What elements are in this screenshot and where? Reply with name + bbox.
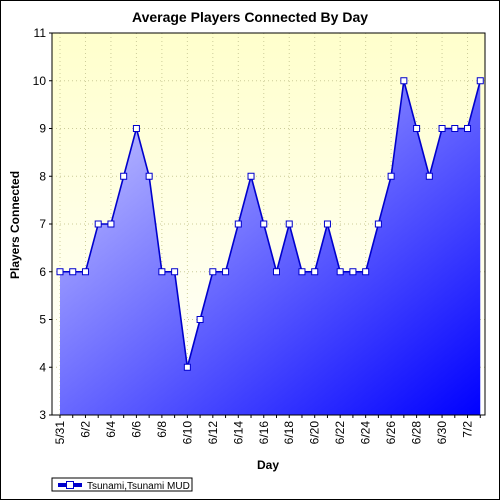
data-point-6-18 [285, 220, 293, 228]
data-point-6-27 [400, 77, 408, 85]
data-point-6-15 [247, 172, 255, 180]
data-point-6-21 [323, 220, 331, 228]
y-tick-label: 7 [39, 217, 46, 231]
x-tick-label: 6/10 [180, 421, 194, 445]
x-tick-label: 6/28 [410, 421, 424, 445]
series-line [60, 80, 482, 368]
data-point-7-3 [476, 77, 484, 85]
legend-box [51, 477, 193, 492]
data-point-6-10 [183, 363, 191, 371]
data-point-6-28 [413, 125, 421, 132]
data-point-6-3 [94, 220, 102, 228]
data-point-6-23 [349, 268, 357, 276]
x-axis-ticks: 5/31 6/2 6/4 6/6 6/8 6/10 6/12 6/14 6/16 6/18 6/20… [53, 415, 481, 445]
data-point-7-2 [464, 125, 472, 132]
data-point-6-1 [69, 268, 77, 276]
x-tick-label: 6/18 [282, 421, 296, 445]
x-tick-label: 6/2 [78, 421, 92, 438]
series-markers [56, 77, 484, 371]
y-tick-label: 10 [33, 74, 47, 88]
data-point-6-2 [81, 268, 89, 276]
data-point-6-7 [145, 172, 153, 180]
data-point-7-1 [451, 125, 459, 132]
data-point-6-4 [107, 220, 115, 228]
data-point-6-11 [196, 316, 204, 323]
y-tick-label: 8 [39, 169, 46, 183]
x-tick-label: 5/31 [53, 421, 67, 445]
y-tick-label: 4 [39, 360, 46, 374]
x-tick-label: 6/22 [333, 421, 347, 445]
x-tick-label: 6/12 [206, 421, 220, 445]
x-tick-label: 7/2 [461, 421, 475, 438]
data-point-6-16 [260, 220, 268, 228]
x-tick-label: 6/16 [257, 421, 271, 445]
legend-label: Tsunami,Tsunami MUD [87, 481, 190, 492]
x-tick-label: 6/4 [104, 421, 118, 438]
x-tick-label: 6/8 [155, 421, 169, 438]
data-point-6-8 [158, 268, 166, 276]
data-point-6-29 [425, 172, 433, 180]
data-point-6-5 [120, 172, 128, 180]
data-point-6-24 [362, 268, 370, 276]
y-tick-label: 6 [39, 265, 46, 279]
x-tick-label: 6/20 [308, 421, 322, 445]
data-point-6-19 [298, 268, 306, 276]
chart-title: Average Players Connected By Day [132, 9, 368, 25]
y-axis-title: Players Connected [8, 171, 22, 279]
data-point-6-12 [209, 268, 217, 276]
data-point-6-30 [438, 125, 446, 132]
data-point-6-22 [336, 268, 344, 276]
data-point-6-6 [132, 125, 140, 132]
x-tick-label: 6/6 [129, 421, 143, 438]
y-tick-label: 3 [39, 408, 46, 422]
legend: Tsunami,Tsunami MUD [51, 477, 193, 492]
x-tick-label: 6/26 [384, 421, 398, 445]
y-axis-ticks: 3 4 5 6 7 8 9 10 11 [33, 26, 52, 422]
y-tick-label: 9 [39, 122, 46, 136]
data-point-6-26 [387, 172, 395, 180]
data-point-6-20 [311, 268, 319, 276]
legend-marker [66, 481, 74, 489]
x-axis-title: Day [257, 458, 279, 472]
x-tick-label: 6/30 [435, 421, 449, 445]
data-point-6-13 [222, 268, 230, 276]
y-tick-label: 5 [39, 313, 46, 327]
y-tick-label: 11 [34, 26, 47, 40]
x-tick-label: 6/14 [231, 421, 245, 445]
x-tick-label: 6/24 [359, 421, 373, 445]
data-point-6-14 [234, 220, 242, 228]
data-point-6-9 [171, 268, 179, 276]
data-point-6-25 [374, 220, 382, 228]
data-point-6-17 [273, 268, 280, 276]
data-point-5-31 [56, 268, 64, 276]
